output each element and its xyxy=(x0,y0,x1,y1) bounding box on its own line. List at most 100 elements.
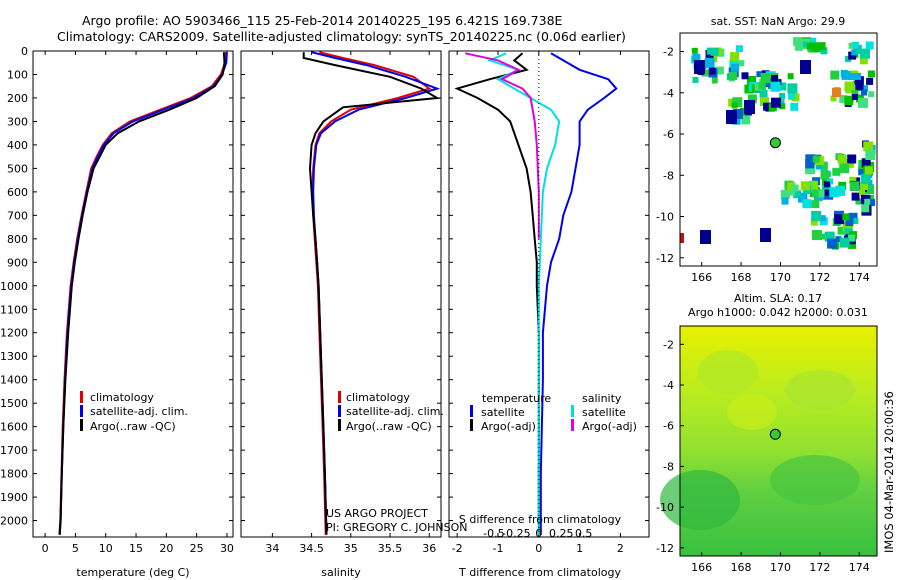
x-tick-label: 35 xyxy=(344,542,358,555)
depth-tick-label: 1600 xyxy=(0,421,28,434)
map-x-tick-label: 170 xyxy=(770,271,791,284)
series-line-climatology xyxy=(58,52,227,535)
sst-cell xyxy=(829,187,840,198)
sst-cell xyxy=(864,184,875,195)
depth-tick-label: 900 xyxy=(7,256,28,269)
s-difference-label: S difference from climatology xyxy=(459,513,622,526)
legend-label-t-satellite: satellite xyxy=(481,406,525,419)
map-x-tick-label: 172 xyxy=(809,271,830,284)
salinity-panel-frame xyxy=(240,50,442,538)
sst-cell xyxy=(802,199,812,209)
sst-cell xyxy=(837,226,846,235)
x-tick-label: 30 xyxy=(220,542,234,555)
map-y-tick-label: -6 xyxy=(663,420,674,433)
difference-plot: -2 -1 0 1 2 -0.5-0.25 0 0.25 0.5 xyxy=(449,50,649,555)
sst-cell xyxy=(848,240,856,249)
sst-cell xyxy=(849,176,857,184)
legend-label-t-argo: Argo(-adj) xyxy=(481,420,536,433)
sst-cell xyxy=(692,76,699,83)
sst-cell xyxy=(808,180,818,190)
argo-float-marker xyxy=(769,137,781,149)
sla-patch xyxy=(770,455,860,505)
x-tick-label: 34 xyxy=(265,542,279,555)
temperature-plot: 0 5 10 15 20 25 30 xyxy=(33,50,234,555)
sst-cell xyxy=(863,141,874,152)
sst-cell xyxy=(758,82,766,90)
sst-cell xyxy=(851,49,858,56)
sst-cell xyxy=(760,228,771,242)
legend-swatch-climatology xyxy=(80,391,83,403)
argo-float-marker xyxy=(769,428,781,440)
sla-map: 166 168 170 172 174 -2 -4 -6 -8 -10 -12 xyxy=(656,326,877,574)
sst-cell xyxy=(835,236,842,243)
sst-cell xyxy=(839,163,850,174)
s-tick-label: -0.25 xyxy=(502,527,530,540)
sst-cell xyxy=(866,77,874,85)
sst-cell xyxy=(852,94,858,100)
sst-cell xyxy=(790,102,799,111)
sst-cell xyxy=(851,90,859,98)
sst-cell xyxy=(824,231,835,242)
sla-patch xyxy=(727,394,777,430)
sst-cell xyxy=(730,52,739,62)
legend-swatch-t-satellite xyxy=(470,405,473,417)
sst-cell xyxy=(847,154,857,164)
map-y-tick-label: -8 xyxy=(663,460,674,473)
x-tick-label: -1 xyxy=(492,542,503,555)
sst-cell xyxy=(694,60,705,74)
sst-cell xyxy=(847,234,855,242)
sst-cell xyxy=(741,72,749,80)
legend-swatch-climatology xyxy=(338,391,341,403)
sst-cell xyxy=(810,218,818,226)
x-tick-label: 35.5 xyxy=(378,542,403,555)
sst-cell xyxy=(834,214,845,225)
legend-label-climatology: climatology xyxy=(90,391,154,404)
depth-tick-label: 1100 xyxy=(0,303,28,316)
sst-cell xyxy=(868,199,876,207)
sst-cell xyxy=(805,164,816,175)
sst-cell xyxy=(835,185,846,196)
map-y-tick-label: -10 xyxy=(656,211,674,224)
sst-cell xyxy=(759,88,766,95)
sst-cell xyxy=(791,184,799,192)
depth-tick-label: 1800 xyxy=(0,468,28,481)
sst-cell xyxy=(815,163,822,170)
sst-cell xyxy=(741,115,751,125)
sst-cell xyxy=(779,103,786,110)
sst-cell xyxy=(860,182,869,190)
sst-cell xyxy=(858,166,868,176)
legend-swatch-argo xyxy=(80,419,83,431)
sst-map-frame xyxy=(679,32,878,267)
sst-cell xyxy=(715,66,724,75)
sst-cell xyxy=(861,85,868,93)
sst-cell xyxy=(860,48,870,59)
x-tick-label: 20 xyxy=(159,542,173,555)
sst-cell xyxy=(706,47,714,55)
sst-cell xyxy=(763,102,772,111)
figure-title-line2: Climatology: CARS2009. Satellite-adjuste… xyxy=(57,29,626,44)
s-tick-label: 0.5 xyxy=(575,527,593,540)
sst-cell xyxy=(861,204,870,213)
sst-cell xyxy=(793,190,802,199)
sst-cell xyxy=(795,42,803,51)
depth-tick-label: 300 xyxy=(7,115,28,128)
sst-cell xyxy=(770,81,781,92)
legend-swatch-satellite xyxy=(338,405,341,417)
x-tick-label: 36 xyxy=(422,542,436,555)
sst-cell xyxy=(797,195,805,203)
map-y-tick-label: -4 xyxy=(663,87,674,100)
sst-cell xyxy=(711,77,718,84)
legend-label-satellite: satellite-adj. clim. xyxy=(346,405,444,418)
sst-cell xyxy=(811,42,820,51)
sst-cell xyxy=(726,110,737,124)
sst-cell xyxy=(802,41,808,48)
sst-cell xyxy=(811,200,820,209)
legend-label-argo: Argo(..raw -QC) xyxy=(90,420,176,433)
legend-label-s-argo: Argo(-adj) xyxy=(582,420,637,433)
map-y-tick-label: -10 xyxy=(656,501,674,514)
sst-cell xyxy=(865,150,876,160)
sst-cell xyxy=(806,43,813,50)
sst-cell xyxy=(830,95,837,102)
sst-cell xyxy=(760,73,771,83)
series-line-salinity-satellite xyxy=(486,52,561,535)
